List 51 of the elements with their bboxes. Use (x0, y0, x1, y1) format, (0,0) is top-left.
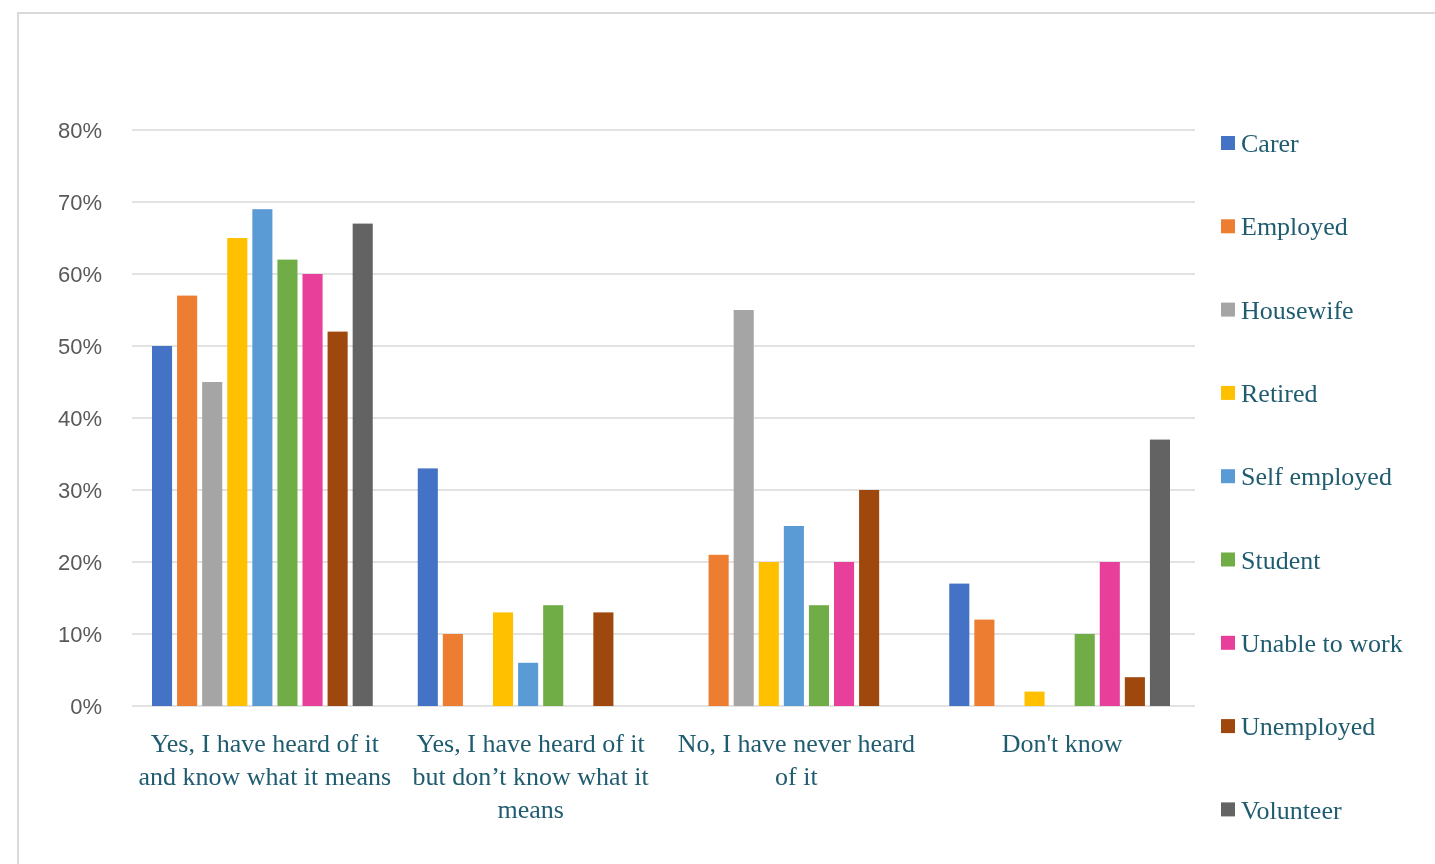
bar (808, 605, 829, 706)
x-tick-label: Yes, I have heard of it but don’t know what it means (412, 729, 650, 825)
bar (1074, 634, 1095, 706)
legend-label: Retired (1241, 379, 1318, 408)
x-tick-label: Don't know (1001, 729, 1123, 759)
bar (202, 382, 223, 706)
bar (733, 310, 754, 706)
bar (352, 223, 373, 706)
bar (783, 526, 804, 706)
bar (327, 331, 348, 706)
legend-label: Unable to work (1241, 628, 1403, 658)
y-tick-label: 60% (57, 261, 102, 287)
x-tick-label: No, I have never heard of it (677, 729, 916, 792)
bar (518, 662, 539, 706)
y-tick-label: 70% (57, 189, 102, 215)
bar (834, 562, 855, 706)
bar (177, 295, 198, 706)
bar (1099, 562, 1120, 706)
y-tick-label: 40% (57, 405, 102, 431)
bar (543, 605, 564, 706)
bar (1149, 439, 1170, 706)
y-tick-label: 0% (70, 693, 102, 719)
bar (708, 554, 729, 706)
bar (1024, 691, 1045, 706)
y-tick-label: 10% (57, 621, 102, 647)
bar (859, 490, 880, 706)
bar (302, 274, 323, 706)
legend-label: Self employed (1241, 462, 1392, 492)
x-tick-label: Yes, I have heard of it and know what it means (138, 729, 392, 792)
y-tick-label: 30% (57, 477, 102, 503)
bar (227, 238, 248, 706)
y-tick-label: 20% (57, 549, 102, 575)
bar (758, 562, 779, 706)
bar (949, 583, 970, 706)
legend-label: Volunteer (1241, 795, 1342, 825)
y-tick-label: 80% (57, 117, 102, 143)
bar (277, 259, 298, 706)
bar (1124, 677, 1145, 706)
legend-label: Employed (1241, 212, 1348, 242)
legend-label: Student (1241, 545, 1322, 575)
legend-label: Carer (1241, 129, 1300, 159)
bar (974, 619, 995, 706)
bar (152, 346, 173, 706)
legend-label: Unemployed (1241, 712, 1376, 742)
bar (252, 209, 273, 706)
bar (593, 612, 614, 706)
bar (493, 612, 514, 706)
y-tick-label: 50% (57, 333, 102, 359)
bar (442, 634, 463, 706)
bar (417, 468, 438, 706)
legend-label: Housewife (1241, 295, 1354, 325)
